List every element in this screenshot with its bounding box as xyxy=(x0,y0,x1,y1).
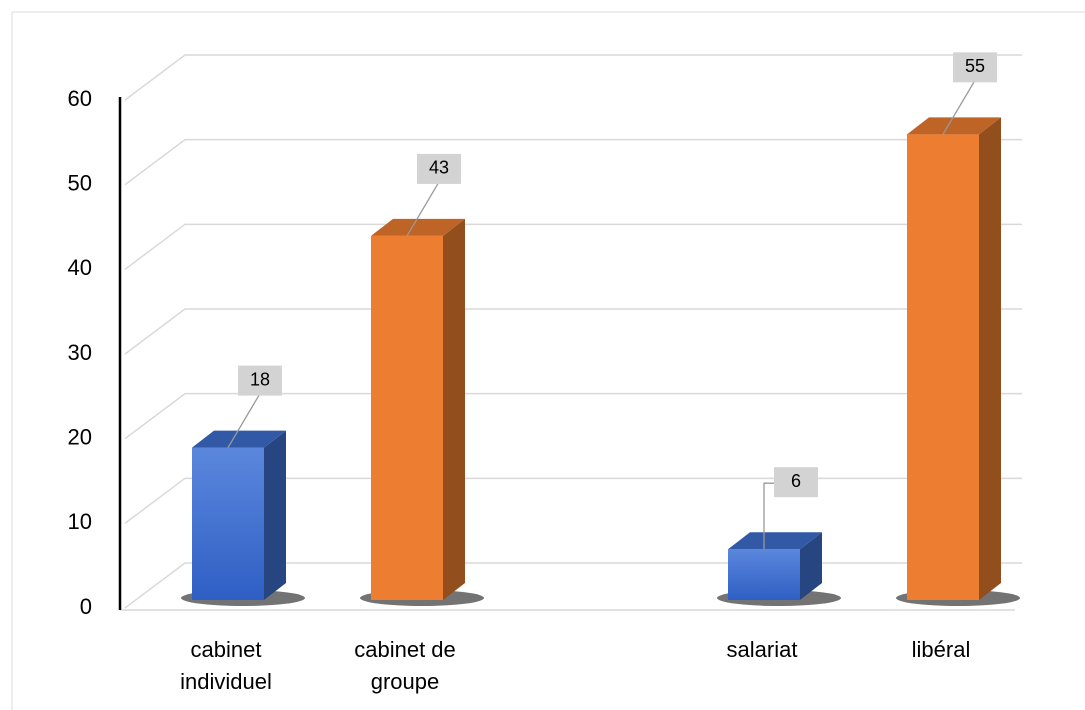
bar xyxy=(192,430,286,600)
y-tick-label: 40 xyxy=(68,255,92,280)
y-tick-label: 60 xyxy=(68,86,92,111)
data-label: 6 xyxy=(791,471,801,491)
bar xyxy=(728,532,822,600)
y-tick-label: 20 xyxy=(68,424,92,449)
data-label: 43 xyxy=(429,158,449,178)
grid-line xyxy=(124,54,1022,101)
x-tick-label: libéral xyxy=(911,637,971,662)
leader-line xyxy=(942,80,976,135)
y-tick-label: 30 xyxy=(68,340,92,365)
bar-front xyxy=(728,549,800,600)
grid-line xyxy=(124,223,1022,270)
leader-line xyxy=(227,393,261,448)
bar-top xyxy=(371,218,465,236)
x-tick-label: cabinet de groupe xyxy=(354,637,456,694)
bar-top xyxy=(907,117,1001,135)
frame xyxy=(11,11,1085,710)
bar-top xyxy=(192,430,286,448)
bar-front xyxy=(907,134,979,601)
grid-line xyxy=(124,308,1022,355)
data-label-box xyxy=(238,365,282,396)
grid-line xyxy=(124,138,1022,186)
bar xyxy=(907,117,1001,601)
x-tick-label: salariat xyxy=(726,637,798,662)
bar-top xyxy=(728,532,822,550)
bar-side xyxy=(979,117,1001,600)
x-tick-label: cabinet individuel xyxy=(180,637,272,694)
bar-front xyxy=(371,235,443,600)
grid-line xyxy=(124,392,1022,440)
data-label-box xyxy=(953,52,997,83)
y-tick-label: 0 xyxy=(80,594,92,619)
leader-line xyxy=(763,482,774,550)
bar-side xyxy=(443,218,465,600)
y-tick-label: 50 xyxy=(68,170,92,195)
data-label-box xyxy=(774,467,818,498)
data-label: 55 xyxy=(965,56,985,76)
leader-line xyxy=(406,181,440,237)
grid-line xyxy=(124,477,1022,524)
bar xyxy=(371,218,465,600)
bar-side xyxy=(800,532,822,600)
bar-side xyxy=(264,430,286,600)
data-label-box xyxy=(417,153,461,184)
y-tick-label: 10 xyxy=(68,509,92,534)
data-label: 18 xyxy=(250,369,270,389)
bar-front xyxy=(192,447,264,600)
